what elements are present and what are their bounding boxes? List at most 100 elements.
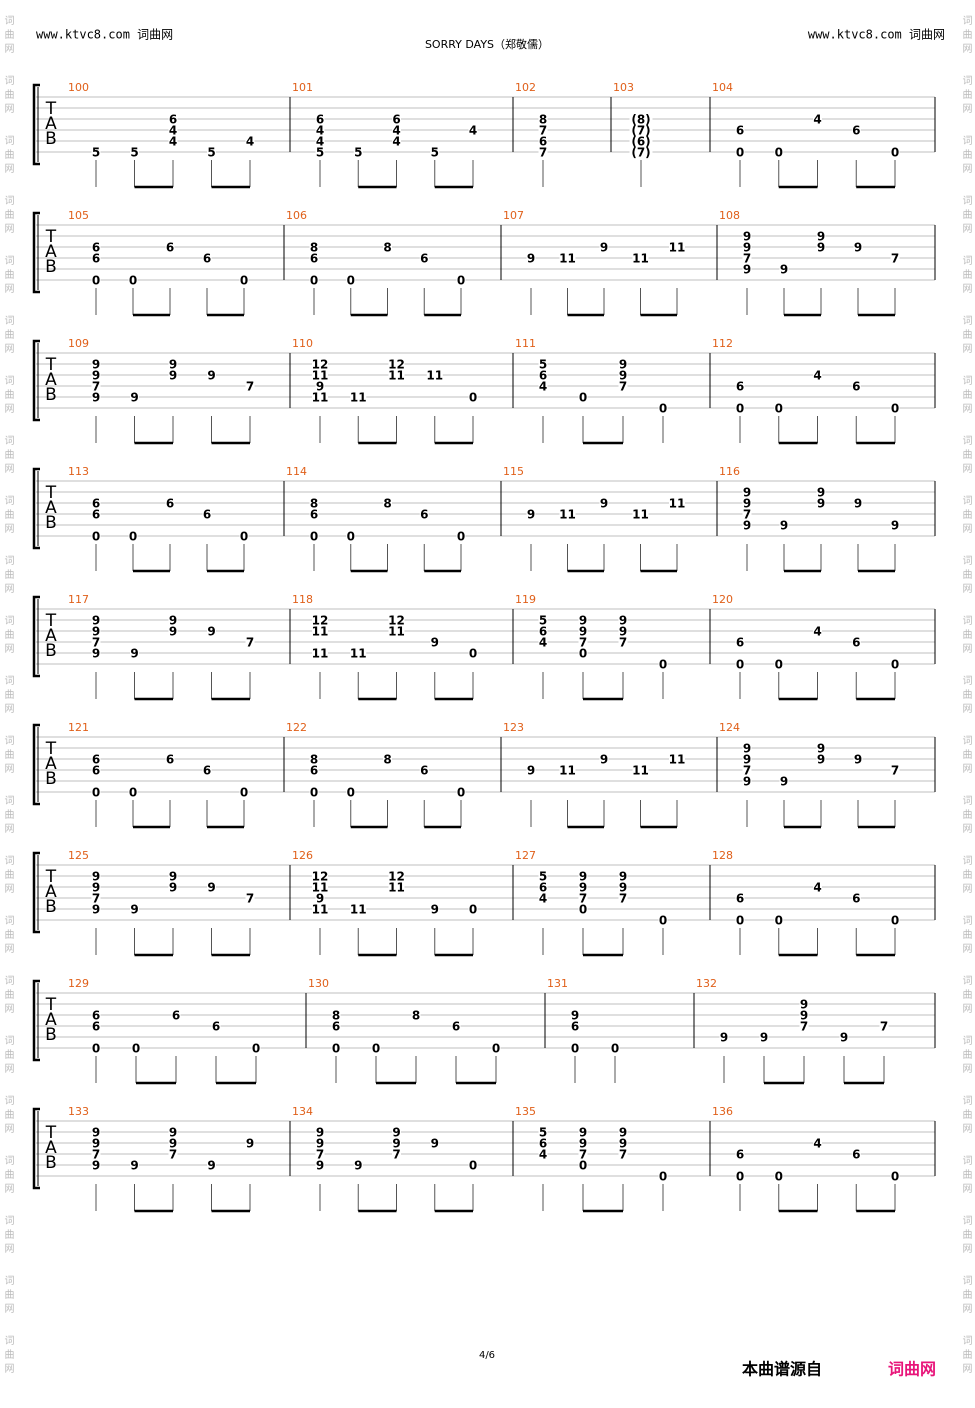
- fret-bg: [168, 871, 178, 881]
- fret-bg: [245, 893, 255, 903]
- measure-number: 113: [68, 465, 89, 478]
- fret-bg: [658, 659, 668, 669]
- watermark: 词曲网: [2, 375, 14, 417]
- fret-number: 9: [854, 753, 862, 767]
- fret-number: 9: [891, 519, 899, 533]
- fret-number: (7): [631, 124, 650, 138]
- source-site: 词曲网: [888, 1360, 936, 1379]
- fret-number: 11: [669, 497, 686, 511]
- clef-letter: B: [45, 1153, 57, 1173]
- fret-bg: [618, 626, 628, 636]
- measure-number: 117: [68, 593, 89, 606]
- fret-number: 7: [246, 380, 254, 394]
- fret-number: 9: [316, 1126, 324, 1140]
- fret-number: 5: [539, 358, 547, 372]
- fret-number: 7: [316, 1148, 324, 1162]
- fret-bg: [578, 1149, 588, 1159]
- fret-bg: [91, 370, 101, 380]
- fret-bg: [315, 136, 325, 146]
- watermark: 词曲网: [960, 1215, 972, 1257]
- fret-bg: [538, 871, 548, 881]
- fret-number: 0: [347, 274, 355, 288]
- fret-bg: [578, 904, 588, 914]
- watermark: 词曲网: [2, 1215, 14, 1257]
- watermark: 词曲网: [2, 615, 14, 657]
- fret-number: 7: [92, 892, 100, 906]
- watermark: 词曲网: [2, 15, 14, 57]
- watermark: 词曲网: [960, 1335, 972, 1377]
- fret-bg: [91, 637, 101, 647]
- clef-letter: A: [45, 882, 57, 902]
- fret-bg: [578, 626, 588, 636]
- watermark: 词曲网: [960, 1095, 972, 1137]
- fret-number: 9: [169, 1137, 177, 1151]
- fret-number: 6: [92, 753, 100, 767]
- fret-number: 9: [780, 519, 788, 533]
- fret-number: 9: [817, 497, 825, 511]
- fret-bg: [735, 147, 745, 157]
- watermark: 词曲网: [2, 555, 14, 597]
- fret-number: 6: [166, 241, 174, 255]
- fret-number: 7: [880, 1020, 888, 1034]
- fret-number: 11: [426, 369, 443, 383]
- fret-number: 6: [92, 764, 100, 778]
- fret-bg: [456, 275, 466, 285]
- fret-number: 9: [169, 358, 177, 372]
- measure-number: 115: [503, 465, 524, 478]
- fret-bg: [599, 498, 609, 508]
- fret-number: 9: [316, 1137, 324, 1151]
- watermark: 词曲网: [960, 795, 972, 837]
- measure-number: 101: [292, 81, 313, 94]
- fret-bg: [618, 370, 628, 380]
- fret-number: 11: [559, 508, 576, 522]
- fret-bg: [468, 392, 478, 402]
- fret-number: 6: [852, 1148, 860, 1162]
- fret-bg: [388, 882, 405, 892]
- fret-bg: [91, 1127, 101, 1137]
- fret-number: 0: [469, 1159, 477, 1173]
- fret-number: 9: [579, 1137, 587, 1151]
- fret-number: 7: [619, 1148, 627, 1162]
- watermark: 词曲网: [2, 795, 14, 837]
- fret-bg: [813, 882, 822, 892]
- fret-bg: [315, 114, 325, 124]
- fret-number: 9: [817, 742, 825, 756]
- clef-letter: A: [45, 114, 57, 134]
- fret-bg: [742, 264, 752, 274]
- watermark: 词曲网: [2, 255, 14, 297]
- measure-number: 116: [719, 465, 740, 478]
- fret-bg: [599, 242, 609, 252]
- fret-number: 7: [743, 764, 751, 778]
- fret-bg: [245, 637, 255, 647]
- clef-letter: A: [45, 1138, 57, 1158]
- fret-number: 9: [431, 636, 439, 650]
- bracket: [32, 851, 40, 934]
- fret-bg: [578, 882, 588, 892]
- fret-bg: [211, 1021, 221, 1031]
- fret-number: 9: [92, 369, 100, 383]
- fret-number: 9: [527, 764, 535, 778]
- fret-bg: [131, 1043, 141, 1053]
- fret-bg: [538, 615, 548, 625]
- fret-number: 9: [92, 903, 100, 917]
- fret-number: 0: [736, 914, 744, 928]
- fret-bg: [315, 381, 325, 391]
- fret-number: 0: [347, 786, 355, 800]
- fret-number: 0: [891, 402, 899, 416]
- fret-number: 4: [169, 135, 177, 149]
- fret-number: 9: [92, 1126, 100, 1140]
- fret-bg: [91, 1043, 101, 1053]
- fret-number: 9: [817, 486, 825, 500]
- fret-bg: [632, 253, 649, 263]
- fret-bg: [346, 787, 356, 797]
- fret-bg: [430, 147, 440, 157]
- fret-number: 6: [420, 764, 428, 778]
- fret-bg: [890, 765, 900, 775]
- fret-bg: [309, 787, 319, 797]
- fret-bg: [559, 765, 576, 775]
- fret-number: 6: [736, 380, 744, 394]
- measure-number: 135: [515, 1105, 536, 1118]
- fret-number: 0: [129, 530, 137, 544]
- fret-bg: [538, 882, 548, 892]
